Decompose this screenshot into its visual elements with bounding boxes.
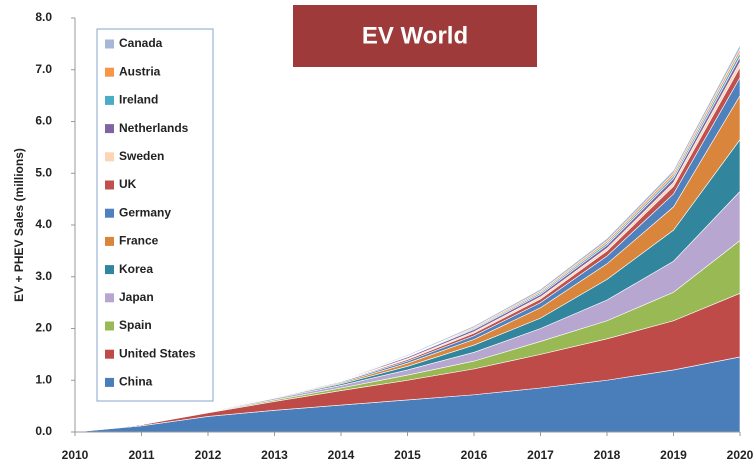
x-tick-label: 2014 bbox=[328, 448, 355, 462]
x-tick-label: 2012 bbox=[195, 448, 222, 462]
legend-swatch bbox=[105, 152, 114, 162]
y-tick-label: 5.0 bbox=[35, 165, 52, 179]
legend-swatch bbox=[105, 321, 114, 331]
y-tick-label: 2.0 bbox=[35, 321, 52, 335]
legend-label: United States bbox=[119, 346, 196, 360]
legend-swatch bbox=[105, 39, 114, 49]
y-tick-label: 6.0 bbox=[35, 114, 52, 128]
legend-swatch bbox=[105, 95, 114, 105]
y-axis-label: EV + PHEV Sales (millions) bbox=[12, 148, 26, 302]
legend-label: Germany bbox=[119, 205, 171, 219]
x-tick-label: 2015 bbox=[394, 448, 421, 462]
legend-label: Spain bbox=[119, 318, 152, 332]
area bbox=[74, 44, 741, 433]
chart-title: EV World bbox=[362, 22, 468, 49]
y-tick-label: 3.0 bbox=[35, 269, 52, 283]
x-tick-label: 2019 bbox=[660, 448, 687, 462]
legend-label: France bbox=[119, 234, 159, 248]
y-tick-label: 1.0 bbox=[35, 372, 52, 386]
legend-swatch bbox=[105, 265, 114, 275]
x-tick-label: 2020 bbox=[727, 448, 754, 462]
legend-swatch bbox=[105, 293, 114, 303]
x-tick-label: 2017 bbox=[527, 448, 554, 462]
x-tick-label: 2016 bbox=[461, 448, 488, 462]
legend-swatch bbox=[105, 236, 114, 246]
y-tick-label: 0.0 bbox=[35, 424, 52, 438]
legend-label: Canada bbox=[119, 36, 163, 50]
legend-label: UK bbox=[119, 177, 137, 191]
legend-swatch bbox=[105, 208, 114, 218]
legend-box bbox=[96, 28, 214, 402]
y-tick-label: 8.0 bbox=[35, 10, 52, 24]
x-tick-label: 2011 bbox=[128, 448, 154, 462]
legend-label: Sweden bbox=[119, 149, 164, 163]
plot-areas bbox=[74, 44, 741, 433]
legend-swatch bbox=[105, 349, 114, 359]
y-tick-label: 4.0 bbox=[35, 217, 52, 231]
x-tick-label: 2010 bbox=[62, 448, 89, 462]
legend-label: Austria bbox=[119, 64, 161, 78]
legend-swatch bbox=[105, 124, 114, 134]
title-box bbox=[293, 5, 537, 67]
legend-label: Netherlands bbox=[119, 121, 189, 135]
legend-label: Ireland bbox=[119, 93, 158, 107]
y-tick-label: 7.0 bbox=[35, 62, 52, 76]
legend-swatch bbox=[105, 180, 114, 190]
legend-label: China bbox=[119, 375, 153, 389]
legend-label: Korea bbox=[119, 262, 153, 276]
legend-swatch bbox=[105, 377, 114, 387]
legend-label: Japan bbox=[119, 290, 154, 304]
x-tick-label: 2018 bbox=[594, 448, 621, 462]
legend-swatch bbox=[105, 67, 114, 77]
x-tick-label: 2013 bbox=[261, 448, 288, 462]
